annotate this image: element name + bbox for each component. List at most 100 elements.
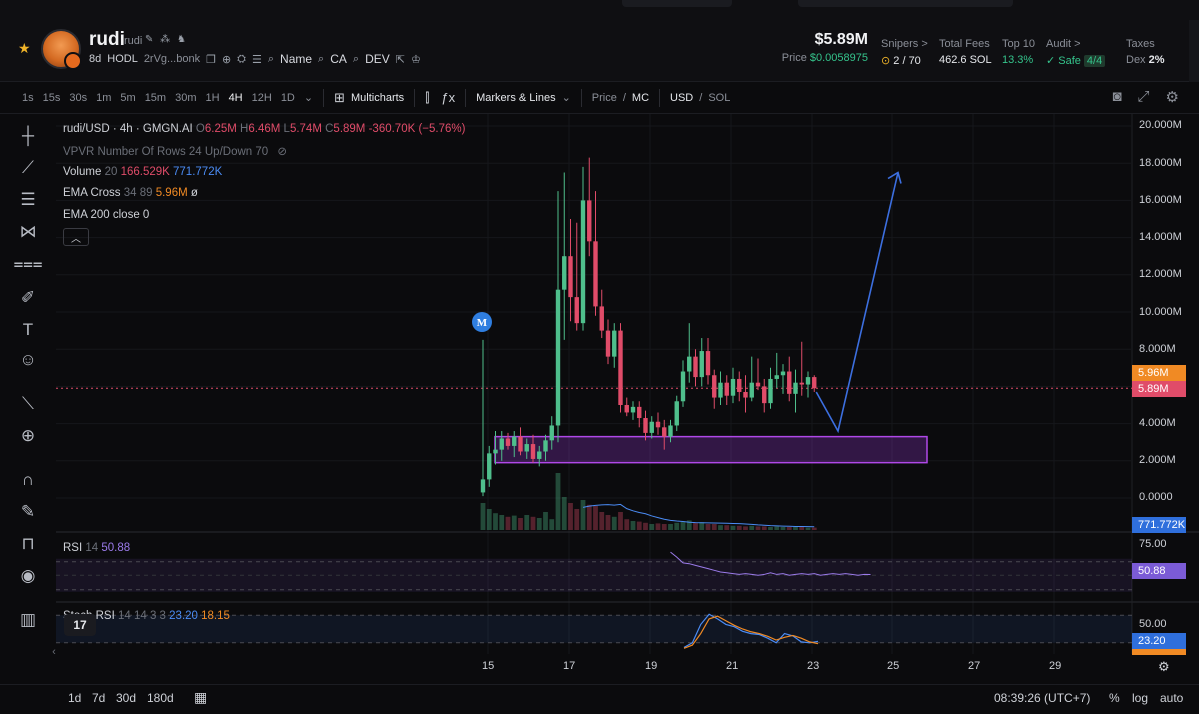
- favorite-star-icon[interactable]: ★: [18, 40, 31, 56]
- candle-body: [774, 375, 779, 379]
- indicators-button[interactable]: ƒx: [441, 90, 455, 105]
- candle-body: [499, 438, 504, 450]
- snipers-stat[interactable]: Snipers > ⊙ 2 / 70: [881, 38, 928, 67]
- candle-body: [518, 436, 523, 452]
- magnet-icon[interactable]: ∩: [21, 470, 35, 489]
- timeframe-30s[interactable]: 30s: [69, 91, 88, 104]
- clock-time[interactable]: 08:39:26 (UTC+7): [994, 691, 1091, 705]
- stoch-band: [56, 615, 1132, 643]
- candle-body: [787, 371, 792, 394]
- share-icon[interactable]: ⇱: [395, 53, 405, 66]
- top10-stat: Top 10 13.3%: [1002, 38, 1035, 66]
- crown-icon[interactable]: ♔: [410, 53, 421, 66]
- audit-stat[interactable]: Audit > ✓ Safe 4/4: [1046, 38, 1106, 67]
- token-header: ★ rudi rudi ✎ ⁂ ♞ 8d HODL 2rVg...bonk ❐ …: [0, 0, 1199, 82]
- timeframe-30m[interactable]: 30m: [175, 91, 197, 104]
- projection-line: [815, 172, 899, 434]
- auto-toggle[interactable]: auto: [1160, 691, 1184, 705]
- vpvr-legend[interactable]: VPVR Number Of Rows 24 Up/Down 70 ⊘: [63, 144, 287, 158]
- collapse-legend-button[interactable]: ︿: [63, 228, 89, 246]
- crosshair-icon[interactable]: ┼: [21, 126, 35, 145]
- chart-canvas[interactable]: M: [56, 114, 1199, 684]
- range-30d[interactable]: 30d: [116, 691, 137, 705]
- candle-body: [749, 382, 754, 398]
- price-chart[interactable]: M rudi/USD · 4h · GMGN.AI O6.25M H6.46M …: [56, 114, 1199, 684]
- timeframe-1s[interactable]: 1s: [22, 91, 34, 104]
- search-name-link[interactable]: Name: [280, 52, 313, 66]
- support-zone-box: [494, 435, 928, 464]
- timeframe-1h[interactable]: 1H: [205, 91, 220, 104]
- people-icon[interactable]: ⛭: [237, 52, 246, 65]
- price-mc-toggle[interactable]: Price / MC: [591, 91, 650, 104]
- markers-lines-button[interactable]: Markers & Lines ⌄: [476, 91, 571, 105]
- stoch-level-label: 50.00: [1139, 618, 1167, 630]
- timeframe-12h[interactable]: 12H: [251, 91, 272, 104]
- y-tick-label: 4.000M: [1139, 417, 1176, 429]
- lock-pencil-icon[interactable]: ✎: [20, 502, 36, 521]
- ema-cross-legend[interactable]: EMA Cross 34 89 5.96M ø: [63, 187, 198, 199]
- unlock-icon[interactable]: ⊓: [21, 534, 35, 553]
- y-tick-label: 18.000M: [1139, 157, 1182, 169]
- audit-value: Safe: [1058, 55, 1081, 67]
- timeframe-1m[interactable]: 1m: [96, 91, 112, 104]
- calendar-icon[interactable]: ▦: [194, 689, 208, 705]
- volume-tag: 771.772K: [1132, 517, 1186, 533]
- ruler-icon[interactable]: ⟍: [22, 394, 34, 413]
- ema200-legend[interactable]: EMA 200 close 0: [63, 209, 149, 221]
- range-7d[interactable]: 7d: [92, 691, 106, 705]
- multicharts-label: Multicharts: [351, 91, 405, 104]
- header-scrollbar[interactable]: [1189, 20, 1199, 82]
- candle-body: [812, 377, 817, 389]
- globe-icon[interactable]: ⊕: [221, 53, 232, 66]
- brush-icon[interactable]: ✐: [20, 288, 36, 307]
- fullscreen-icon[interactable]: ⤢: [1137, 88, 1150, 105]
- emoji-icon[interactable]: ☺: [19, 350, 37, 369]
- zoom-in-icon[interactable]: ⊕: [20, 426, 36, 445]
- rsi-legend[interactable]: RSI 14 50.88: [63, 542, 130, 554]
- search-dev-link[interactable]: DEV: [365, 52, 390, 66]
- candle-type-button[interactable]: ⫿: [425, 90, 429, 106]
- timeframe-15m[interactable]: 15m: [144, 91, 167, 104]
- log-toggle[interactable]: log: [1132, 691, 1149, 705]
- candle-body: [724, 382, 729, 396]
- range-1d[interactable]: 1d: [68, 691, 82, 705]
- volume-legend[interactable]: Volume 20 166.529K 771.772K: [63, 166, 222, 178]
- search-ca-link[interactable]: CA: [330, 52, 347, 66]
- volume-bar: [518, 518, 523, 530]
- usd-sol-toggle[interactable]: USD / SOL: [670, 91, 731, 104]
- hidden-eye-icon[interactable]: ⊘: [277, 146, 288, 158]
- timeframe-5m[interactable]: 5m: [120, 91, 136, 104]
- markers-label: Markers & Lines: [476, 91, 556, 104]
- drawing-tools: ┼ ⟋ ☰ ⋈ ⩶ ✐ T ☺ ⟍ ⊕ ∩ ✎ ⊓ ◉ ▥ ‹: [0, 114, 56, 658]
- horizontal-lines-icon[interactable]: ☰: [20, 190, 36, 209]
- chevron-down-icon[interactable]: ⌄: [303, 92, 314, 104]
- menu-icon[interactable]: ☰: [251, 53, 262, 66]
- stoch-d-line: [683, 615, 819, 649]
- collapse-left-icon[interactable]: ‹: [52, 646, 56, 658]
- trash-icon[interactable]: ▥: [19, 610, 37, 629]
- copy-icon[interactable]: ❐: [206, 53, 216, 66]
- multicharts-button[interactable]: ⊞ Multicharts: [334, 90, 404, 106]
- text-icon[interactable]: T: [22, 320, 34, 339]
- rsi-param: 14: [85, 542, 99, 554]
- chevron-down-icon: ⌄: [561, 92, 571, 104]
- trendline-icon[interactable]: ⟋: [22, 158, 34, 177]
- timeframe-1d[interactable]: 1D: [280, 91, 295, 104]
- settings-icon[interactable]: ⚙: [1165, 89, 1179, 106]
- volume-bar: [668, 524, 673, 530]
- ema200-label: EMA 200 close 0: [63, 209, 150, 221]
- volume-bar: [686, 520, 692, 530]
- camera-icon[interactable]: ◙: [1112, 88, 1122, 105]
- volume-bar: [480, 503, 486, 530]
- pattern-icon[interactable]: ⋈: [19, 222, 37, 241]
- contract-address[interactable]: 2rVg...bonk: [143, 53, 201, 65]
- percent-toggle[interactable]: %: [1109, 691, 1120, 705]
- range-180d[interactable]: 180d: [147, 691, 174, 705]
- timeframe-4h[interactable]: 4H: [228, 91, 243, 104]
- fib-icon[interactable]: ⩶: [13, 254, 43, 273]
- eye-icon[interactable]: ◉: [20, 566, 36, 585]
- token-social-icons[interactable]: ✎ ⁂ ♞: [145, 34, 188, 45]
- candle-body: [730, 378, 736, 396]
- timeframe-15s[interactable]: 15s: [42, 91, 61, 104]
- axis-settings-icon[interactable]: ⚙: [1158, 659, 1170, 674]
